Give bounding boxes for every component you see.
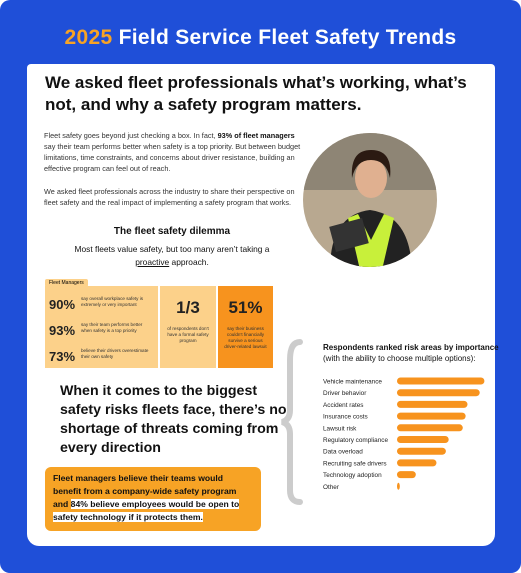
bar xyxy=(397,436,449,443)
text: proactive xyxy=(135,257,170,267)
photo xyxy=(303,133,437,267)
callout: When it comes to the biggest safety risk… xyxy=(60,383,287,456)
text: Most fleets value safety, but too many a… xyxy=(74,244,270,254)
stat-text: say their business couldn't financially … xyxy=(224,326,267,349)
brace xyxy=(281,339,303,505)
category-label: Lawsuit risk xyxy=(323,425,357,432)
stat-box: 90% say overall workplace safety is extr… xyxy=(45,286,158,368)
intro-paragraph: Fleet safety goes beyond just checking a… xyxy=(44,130,302,174)
stat-value: 73% xyxy=(49,349,76,364)
bar xyxy=(397,459,437,467)
bar xyxy=(397,377,485,385)
stat-box: 51% say their business couldn't financia… xyxy=(218,286,273,368)
bar xyxy=(397,400,468,408)
section-title: The fleet safety dilemma xyxy=(113,226,231,237)
stat-box: 1/3 of respondents don't have a formal s… xyxy=(160,286,216,368)
chart-title: Respondents ranked risk areas by importa… xyxy=(323,343,499,352)
stat-text: say overall workplace safety is extremel… xyxy=(81,296,144,307)
stat-text: believe their drivers overestimate their… xyxy=(81,348,149,359)
category-label: Vehicle maintenance xyxy=(323,379,382,386)
category-label: Recruiting safe drivers xyxy=(323,460,387,467)
stat-tag: Fleet Managers xyxy=(45,279,88,287)
category-label: Technology adoption xyxy=(323,472,382,479)
category-label: Data overload xyxy=(323,449,363,456)
bar-chart: Vehicle maintenance Driver behavior Accide… xyxy=(323,377,485,491)
text: Fleet safety goes beyond just checking a… xyxy=(44,131,218,140)
header: 2025 Field Service Fleet Safety Trends xyxy=(0,26,521,50)
chart-subtitle: (with the ability to choose multiple opt… xyxy=(323,354,476,363)
category-label: Regulatory compliance xyxy=(323,437,388,444)
category-label: Insurance costs xyxy=(323,414,368,421)
headline: We asked fleet professionals what’s work… xyxy=(45,73,467,114)
text: Fleet managers believe their teams would… xyxy=(53,473,237,509)
text: approach. xyxy=(169,257,209,267)
bar xyxy=(397,447,446,455)
intro-paragraph: We asked fleet professionals across the … xyxy=(44,186,302,208)
category-label: Driver behavior xyxy=(323,390,367,397)
category-label: Other xyxy=(323,484,340,491)
bar xyxy=(397,482,400,490)
stat-value: 93% xyxy=(49,323,76,338)
stat-value: 1/3 xyxy=(176,298,200,317)
bar xyxy=(397,412,466,420)
stat-text: of respondents don't have a formal safet… xyxy=(167,326,209,343)
bar xyxy=(397,471,416,479)
text: We asked fleet professionals across the … xyxy=(44,187,295,207)
stat-text: say their team performs better when safe… xyxy=(81,322,143,333)
text: say their team performs better when safe… xyxy=(44,142,301,173)
category-label: Accident rates xyxy=(323,402,364,409)
bar xyxy=(397,424,463,432)
bar xyxy=(397,389,480,397)
stat-value: 90% xyxy=(49,297,76,312)
text: 93% of fleet managers xyxy=(217,131,295,140)
header-title: Field Service Fleet Safety Trends xyxy=(118,26,457,49)
section-subtitle: Most fleets value safety, but too many a… xyxy=(72,243,272,269)
year: 2025 xyxy=(64,26,113,49)
highlight: Fleet managers believe their teams would… xyxy=(45,467,261,531)
stat-value: 51% xyxy=(228,298,263,317)
